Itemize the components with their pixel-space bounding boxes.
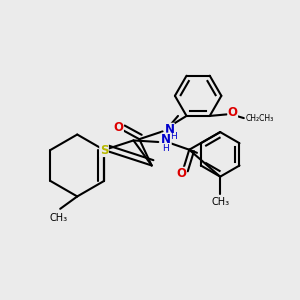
Text: N: N	[161, 133, 171, 146]
Text: H: H	[162, 144, 169, 153]
Text: CH₂CH₃: CH₂CH₃	[245, 114, 274, 123]
Text: O: O	[114, 121, 124, 134]
Text: N: N	[164, 123, 174, 136]
Text: H: H	[170, 133, 177, 142]
Text: S: S	[100, 143, 108, 157]
Text: O: O	[176, 167, 187, 180]
Text: CH₃: CH₃	[211, 197, 229, 207]
Text: CH₃: CH₃	[50, 212, 68, 223]
Text: O: O	[228, 106, 238, 119]
